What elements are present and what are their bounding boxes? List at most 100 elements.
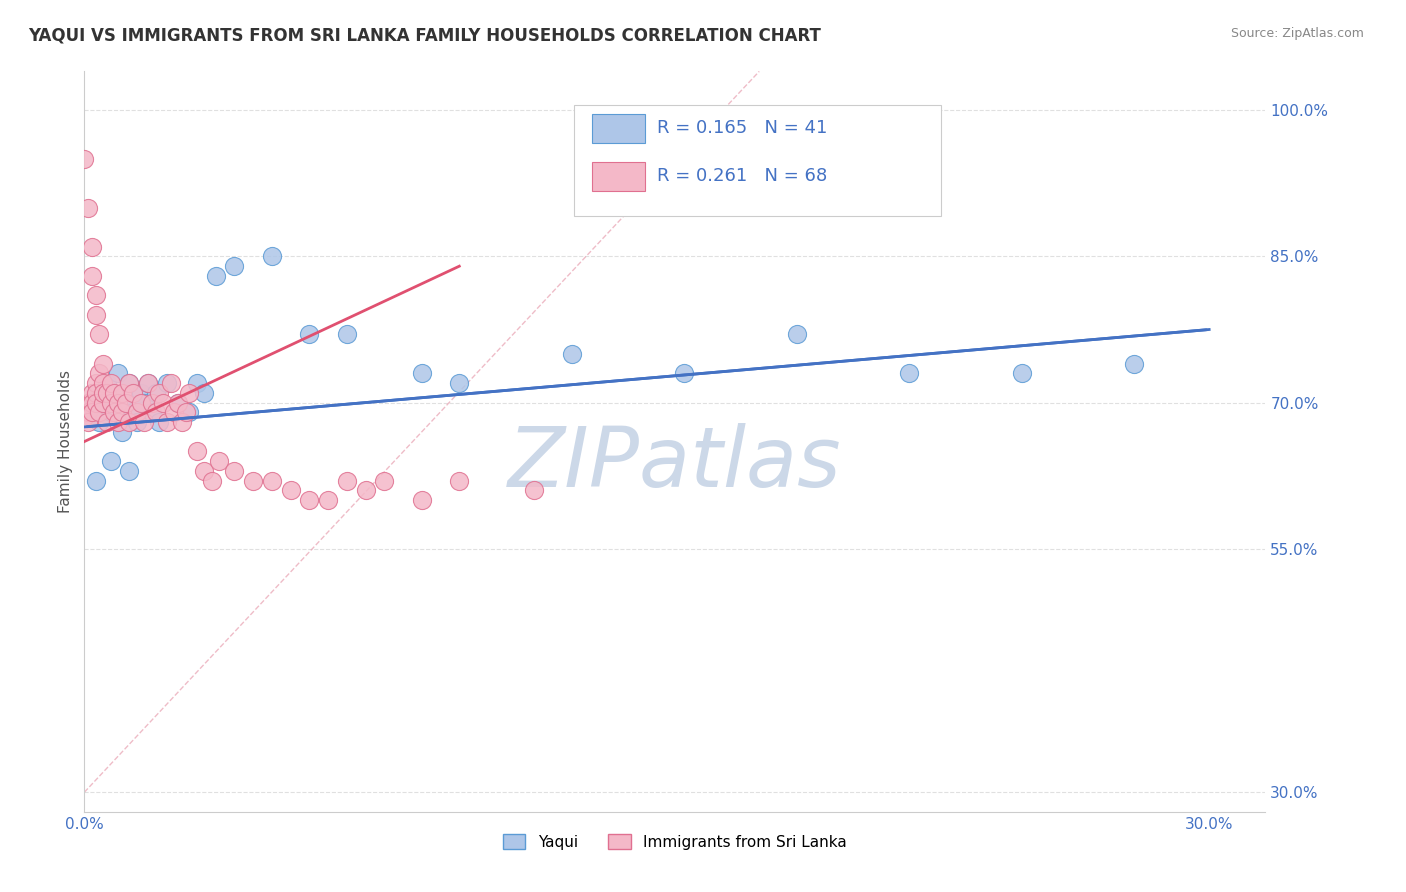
Point [80, 240, 103, 254]
Point [77, 395, 100, 409]
Point [174, 405, 197, 419]
Point [159, 376, 181, 390]
Point [186, 376, 208, 390]
Point [170, 415, 193, 429]
Text: R = 0.165   N = 41: R = 0.165 N = 41 [657, 120, 828, 137]
Point [96, 415, 118, 429]
Point [80, 395, 103, 409]
Text: ZIPatlas: ZIPatlas [508, 423, 842, 504]
Point [100, 376, 122, 390]
Point [91, 376, 114, 390]
Point [242, 474, 264, 488]
Point [148, 385, 170, 400]
Point [336, 474, 359, 488]
Point [91, 395, 114, 409]
Point [129, 385, 152, 400]
Point [136, 376, 159, 390]
Point [134, 415, 156, 429]
Point [523, 483, 546, 498]
Text: Source: ZipAtlas.com: Source: ZipAtlas.com [1230, 27, 1364, 40]
Point [260, 474, 283, 488]
Point [193, 464, 215, 478]
Point [141, 395, 163, 409]
Point [411, 493, 433, 508]
Point [73, 152, 96, 166]
Point [80, 268, 103, 283]
Point [224, 259, 246, 273]
Point [136, 376, 159, 390]
Point [100, 454, 122, 468]
Point [84, 395, 107, 409]
Point [411, 367, 433, 381]
Point [179, 405, 201, 419]
Point [786, 327, 808, 342]
Text: R = 0.261   N = 68: R = 0.261 N = 68 [657, 168, 827, 186]
Point [114, 395, 136, 409]
Point [118, 376, 141, 390]
Point [91, 395, 114, 409]
Y-axis label: Family Households: Family Households [58, 370, 73, 513]
Point [280, 483, 302, 498]
Point [134, 395, 156, 409]
Point [260, 250, 283, 264]
Point [80, 401, 103, 415]
Point [141, 405, 163, 419]
Point [80, 405, 103, 419]
Point [96, 385, 118, 400]
Point [354, 483, 377, 498]
Point [898, 367, 921, 381]
Point [373, 474, 395, 488]
Point [449, 474, 471, 488]
Point [156, 376, 179, 390]
FancyBboxPatch shape [592, 161, 645, 191]
Point [167, 395, 190, 409]
Point [118, 464, 141, 478]
Point [84, 376, 107, 390]
Point [298, 327, 321, 342]
Point [80, 385, 103, 400]
Point [208, 454, 231, 468]
Point [201, 474, 224, 488]
Point [449, 376, 471, 390]
Point [129, 395, 152, 409]
Point [111, 385, 134, 400]
Point [107, 415, 129, 429]
Point [89, 367, 111, 381]
Point [561, 347, 583, 361]
Point [103, 385, 125, 400]
Point [84, 288, 107, 302]
Point [204, 268, 226, 283]
Legend: Yaqui, Immigrants from Sri Lanka: Yaqui, Immigrants from Sri Lanka [496, 828, 853, 856]
FancyBboxPatch shape [575, 104, 941, 216]
Point [193, 385, 215, 400]
Point [163, 405, 186, 419]
Point [100, 405, 122, 419]
Text: YAQUI VS IMMIGRANTS FROM SRI LANKA FAMILY HOUSEHOLDS CORRELATION CHART: YAQUI VS IMMIGRANTS FROM SRI LANKA FAMIL… [28, 27, 821, 45]
Point [89, 327, 111, 342]
Point [103, 385, 125, 400]
Point [122, 405, 145, 419]
Point [77, 410, 100, 425]
Point [111, 405, 134, 419]
Point [145, 405, 167, 419]
Point [84, 308, 107, 322]
Point [89, 405, 111, 419]
Point [84, 385, 107, 400]
Point [186, 444, 208, 458]
Point [103, 405, 125, 419]
Point [73, 410, 96, 425]
Point [77, 201, 100, 215]
Point [107, 367, 129, 381]
Point [122, 385, 145, 400]
Point [224, 464, 246, 478]
Point [107, 395, 129, 409]
Point [89, 415, 111, 429]
Point [148, 415, 170, 429]
Point [298, 493, 321, 508]
Point [336, 327, 359, 342]
Point [111, 425, 134, 439]
Point [1123, 357, 1146, 371]
Point [118, 415, 141, 429]
Point [118, 376, 141, 390]
Point [125, 405, 148, 419]
